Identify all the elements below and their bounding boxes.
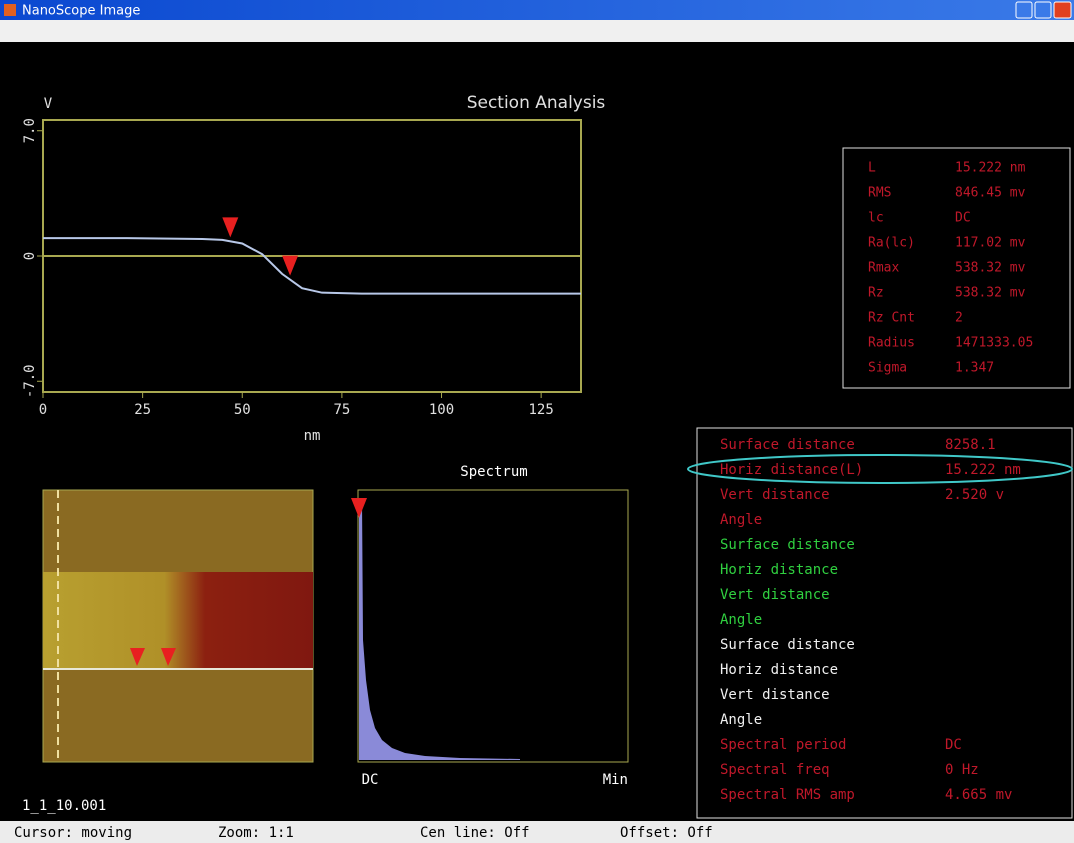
- measure-value: 15.222 nm: [945, 462, 1021, 478]
- measure-label: Angle: [720, 512, 762, 528]
- spectrum-plot: [358, 490, 628, 762]
- measure-value: 0 Hz: [945, 762, 979, 778]
- spectrum-title: Spectrum: [460, 464, 527, 480]
- status-item: Cursor: moving: [14, 825, 132, 841]
- menu-item[interactable]: Marker: [122, 47, 173, 63]
- measure-label: Surface distance: [720, 437, 855, 453]
- cursor-marker: [222, 217, 238, 237]
- menu-item[interactable]: Offset: [577, 47, 628, 63]
- measure-label: Spectral freq: [720, 762, 830, 778]
- stat-label: RMS: [868, 186, 891, 201]
- menu-item[interactable]: Cursor: [22, 47, 73, 63]
- title-bar: [0, 0, 1074, 20]
- stat-label: Rz Cnt: [868, 311, 915, 326]
- measure-label: Horiz distance: [720, 562, 838, 578]
- status-item: Zoom: 1:1: [218, 825, 294, 841]
- maximize-button[interactable]: [1035, 2, 1051, 18]
- stat-value: DC: [955, 211, 971, 226]
- status-item: Cen line: Off: [420, 825, 530, 841]
- status-item: Offset: Off: [620, 825, 713, 841]
- stat-label: L: [868, 161, 876, 176]
- status-bar: [0, 821, 1074, 843]
- measure-value: 4.665 mv: [945, 787, 1012, 803]
- measure-label: Vert distance: [720, 587, 830, 603]
- stat-label: lc: [868, 211, 884, 226]
- stat-value: 1.347: [955, 361, 994, 376]
- image-band: [43, 572, 313, 668]
- y-tick-label: -7.0: [22, 364, 38, 398]
- image-filename: 1_1_10.001: [22, 798, 106, 814]
- stat-value: 538.32 mv: [955, 286, 1026, 301]
- measure-label: Angle: [720, 612, 762, 628]
- stat-value: 538.32 mv: [955, 261, 1026, 276]
- x-tick-label: 75: [333, 402, 350, 418]
- stat-label: Sigma: [868, 361, 907, 376]
- app-icon: [4, 4, 16, 16]
- close-button[interactable]: [1054, 2, 1071, 18]
- stat-value: 1471333.05: [955, 336, 1033, 351]
- menu-item[interactable]: Spectrum Zoom: [224, 47, 334, 63]
- window-title: NanoScope Image: [22, 4, 140, 19]
- measure-value: 8258.1: [945, 437, 996, 453]
- measure-label: Spectral RMS amp: [720, 787, 855, 803]
- stat-label: Rz: [868, 286, 884, 301]
- window: NanoScope Image Cursor Marker Spectrum Zoo…: [0, 0, 1074, 843]
- y-axis-label: V: [44, 96, 53, 112]
- stat-value: 2: [955, 311, 963, 326]
- measure-label: Surface distance: [720, 537, 855, 553]
- profile-line: [43, 238, 581, 293]
- minimize-button[interactable]: [1016, 2, 1032, 18]
- x-tick-label: 100: [429, 402, 454, 418]
- spectrum-min-label: Min: [603, 772, 628, 788]
- chart-title: Section Analysis: [467, 93, 606, 113]
- x-tick-label: 50: [234, 402, 251, 418]
- measure-label: Vert distance: [720, 487, 830, 503]
- measure-label: Surface distance: [720, 637, 855, 653]
- measure-label: Horiz distance(L): [720, 462, 863, 478]
- measure-label: Vert distance: [720, 687, 830, 703]
- stat-label: Radius: [868, 336, 915, 351]
- y-tick-label: 7.0: [22, 118, 38, 143]
- measure-label: Angle: [720, 712, 762, 728]
- menu-bar: [0, 20, 1074, 42]
- x-tick-label: 125: [528, 402, 553, 418]
- measure-value: 2.520 v: [945, 487, 1004, 503]
- stat-value: 846.45 mv: [955, 186, 1026, 201]
- x-tick-label: 0: [39, 402, 47, 418]
- measure-label: Horiz distance: [720, 662, 838, 678]
- x-tick-label: 25: [134, 402, 151, 418]
- stat-label: Ra(lc): [868, 236, 915, 251]
- menu-item[interactable]: Clear: [676, 47, 718, 63]
- measure-value: DC: [945, 737, 962, 753]
- page: NanoScope Image Cursor Marker Spectrum Zoo…: [0, 0, 1074, 843]
- spectrum-dc-label: DC: [362, 772, 379, 788]
- menu-item[interactable]: Center Line: [412, 47, 505, 63]
- stat-value: 117.02 mv: [955, 236, 1026, 251]
- measure-label: Spectral period: [720, 737, 846, 753]
- cursor-marker: [282, 256, 298, 276]
- stat-value: 15.222 nm: [955, 161, 1026, 176]
- y-tick-label: 0: [22, 252, 38, 260]
- x-axis-label: nm: [304, 428, 321, 444]
- stat-label: Rmax: [868, 261, 899, 276]
